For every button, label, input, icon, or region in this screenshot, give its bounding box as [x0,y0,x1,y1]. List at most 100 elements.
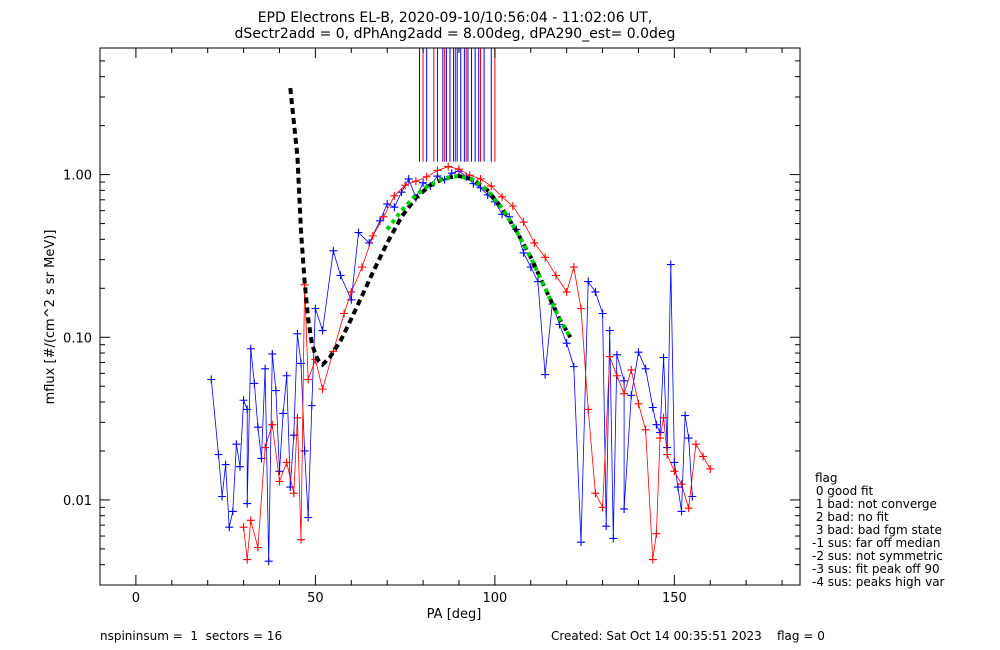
data-point [652,420,661,429]
data-point [508,202,517,211]
data-point [706,464,715,473]
data-point [656,434,664,443]
data-point [541,370,550,379]
data-point [232,440,241,449]
data-point [598,503,607,512]
data-point [605,326,614,335]
chart-title: EPD Electrons EL-B, 2020-09-10/10:56:04 … [258,10,653,26]
data-point [519,248,528,257]
x-axis-label: PA [deg] [427,607,482,622]
data-point [390,191,399,200]
chart-subtitle: dSectr2add = 0, dPhAng2add = 8.00deg, dP… [235,26,676,42]
data-point [336,271,345,280]
data-point [584,405,593,414]
data-point [225,523,234,532]
data-point [228,507,237,516]
data-point [275,467,284,476]
data-point [379,212,388,221]
data-point [627,391,636,400]
data-point [577,304,586,313]
data-point [663,450,672,459]
data-point [329,246,338,255]
data-point [397,188,406,197]
data-point [282,458,291,467]
legend-entry: 0 good fit [812,484,874,498]
data-point [433,166,442,175]
data-point [422,172,431,181]
data-point [670,458,679,467]
data-point [297,535,306,544]
data-point [243,555,252,564]
data-point [354,228,363,237]
legend-entry: 3 bad: bad fgm state [812,523,942,537]
data-point [620,376,629,385]
y-tick-label: 0.01 [63,494,92,509]
data-point [221,460,230,469]
x-tick-label: 100 [482,591,507,606]
data-point [243,499,252,508]
y-axis-label: mflux [#/(cm^2 s sr MeV)] [43,230,58,405]
data-point [562,287,571,296]
data-point [340,309,349,318]
legend-entry: 2 bad: no fit [812,510,889,524]
data-point [519,218,528,227]
series-line [210,170,693,562]
data-point [307,401,316,410]
data-point [243,405,252,414]
data-point [358,263,367,272]
series-line [243,166,711,560]
data-point [261,364,270,373]
data-point [641,364,650,373]
data-point [569,362,578,371]
x-tick-label: 0 [132,591,140,606]
data-point [293,413,302,422]
data-point [591,489,600,498]
data-point [487,182,496,191]
data-point [207,375,216,384]
data-point [347,287,356,296]
data-point [551,271,560,280]
data-point [620,389,629,398]
data-point [670,467,679,476]
data-point [641,425,650,434]
data-point [304,513,313,522]
data-point [419,178,428,187]
data-point [218,492,227,501]
data-point [401,181,410,190]
data-point [634,348,643,357]
data-point [271,386,280,395]
legend-entry: -3 sus: fit peak off 90 [812,562,940,576]
data-point [268,420,277,429]
data-point [282,371,291,380]
legend-title: flag [815,471,838,485]
data-point [368,231,377,240]
data-point [293,329,302,338]
data-point [609,534,618,543]
x-tick-label: 50 [307,591,324,606]
data-point [666,260,675,269]
data-point [612,371,621,380]
data-point [264,557,273,566]
y-tick-label: 0.10 [63,331,92,346]
y-tick-label: 1.00 [63,169,92,184]
data-point [541,253,550,262]
data-point [677,507,686,516]
data-point [634,399,643,408]
data-point [648,555,657,564]
x-tick-label: 150 [662,591,687,606]
data-point [261,443,270,452]
data-point [612,350,621,359]
data-point [684,434,693,443]
data-point [239,523,248,532]
data-point [681,411,690,420]
legend-entry: -1 sus: far off median [812,536,940,550]
data-point [253,543,262,552]
data-point [620,504,629,513]
data-point [627,365,636,374]
data-point [454,165,463,174]
data-point [250,379,259,388]
data-point [275,477,284,486]
data-point [569,263,578,272]
legend-entry: -4 sus: peaks high var [812,575,945,589]
